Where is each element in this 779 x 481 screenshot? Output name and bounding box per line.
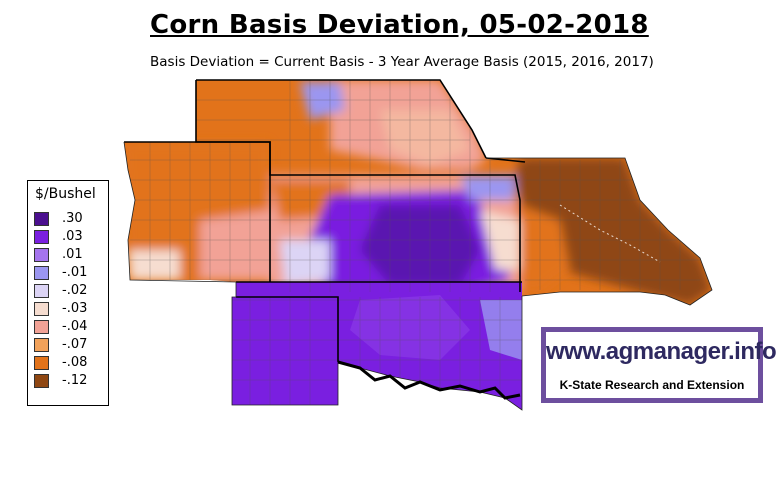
legend-swatch xyxy=(34,230,49,244)
legend-item: .01 xyxy=(34,247,106,264)
legend-label: -.12 xyxy=(62,373,88,388)
legend-swatch xyxy=(34,266,49,280)
legend-swatch xyxy=(34,212,49,226)
map-subtitle: Basis Deviation = Current Basis - 3 Year… xyxy=(150,54,654,70)
legend-item: -.07 xyxy=(34,337,106,354)
legend-swatch xyxy=(34,320,49,334)
agmanager-logo[interactable]: www.agmanager.info K-State Research and … xyxy=(541,327,777,403)
legend-label: -.03 xyxy=(62,301,88,316)
map-legend: $/Bushel .30 .03 .01 -.01 -.02 -.03 -.04… xyxy=(27,180,109,406)
legend-label: -.02 xyxy=(62,283,88,298)
legend-label: -.04 xyxy=(62,319,88,334)
legend-label: -.01 xyxy=(62,265,88,280)
legend-label: -.08 xyxy=(62,355,88,370)
legend-swatch xyxy=(34,248,49,262)
legend-swatch xyxy=(34,284,49,298)
legend-item: -.01 xyxy=(34,265,106,282)
legend-label: .03 xyxy=(62,229,83,244)
map-title: Corn Basis Deviation, 05-02-2018 xyxy=(150,10,649,40)
legend-title: $/Bushel xyxy=(35,186,96,202)
legend-item: -.03 xyxy=(34,301,106,318)
legend-item: .03 xyxy=(34,229,106,246)
legend-item: .30 xyxy=(34,211,106,228)
legend-item: -.04 xyxy=(34,319,106,336)
legend-swatch xyxy=(34,356,49,370)
legend-swatch xyxy=(34,338,49,352)
legend-item: -.08 xyxy=(34,355,106,372)
legend-swatch xyxy=(34,374,49,388)
legend-label: .01 xyxy=(62,247,83,262)
legend-label: .30 xyxy=(62,211,83,226)
legend-label: -.07 xyxy=(62,337,88,352)
legend-item: -.12 xyxy=(34,373,106,390)
legend-swatch xyxy=(34,302,49,316)
logo-url: www.agmanager.info xyxy=(546,338,777,365)
logo-panel: www.agmanager.info K-State Research and … xyxy=(546,332,777,398)
legend-item: -.02 xyxy=(34,283,106,300)
logo-organization: K-State Research and Extension xyxy=(559,378,745,392)
